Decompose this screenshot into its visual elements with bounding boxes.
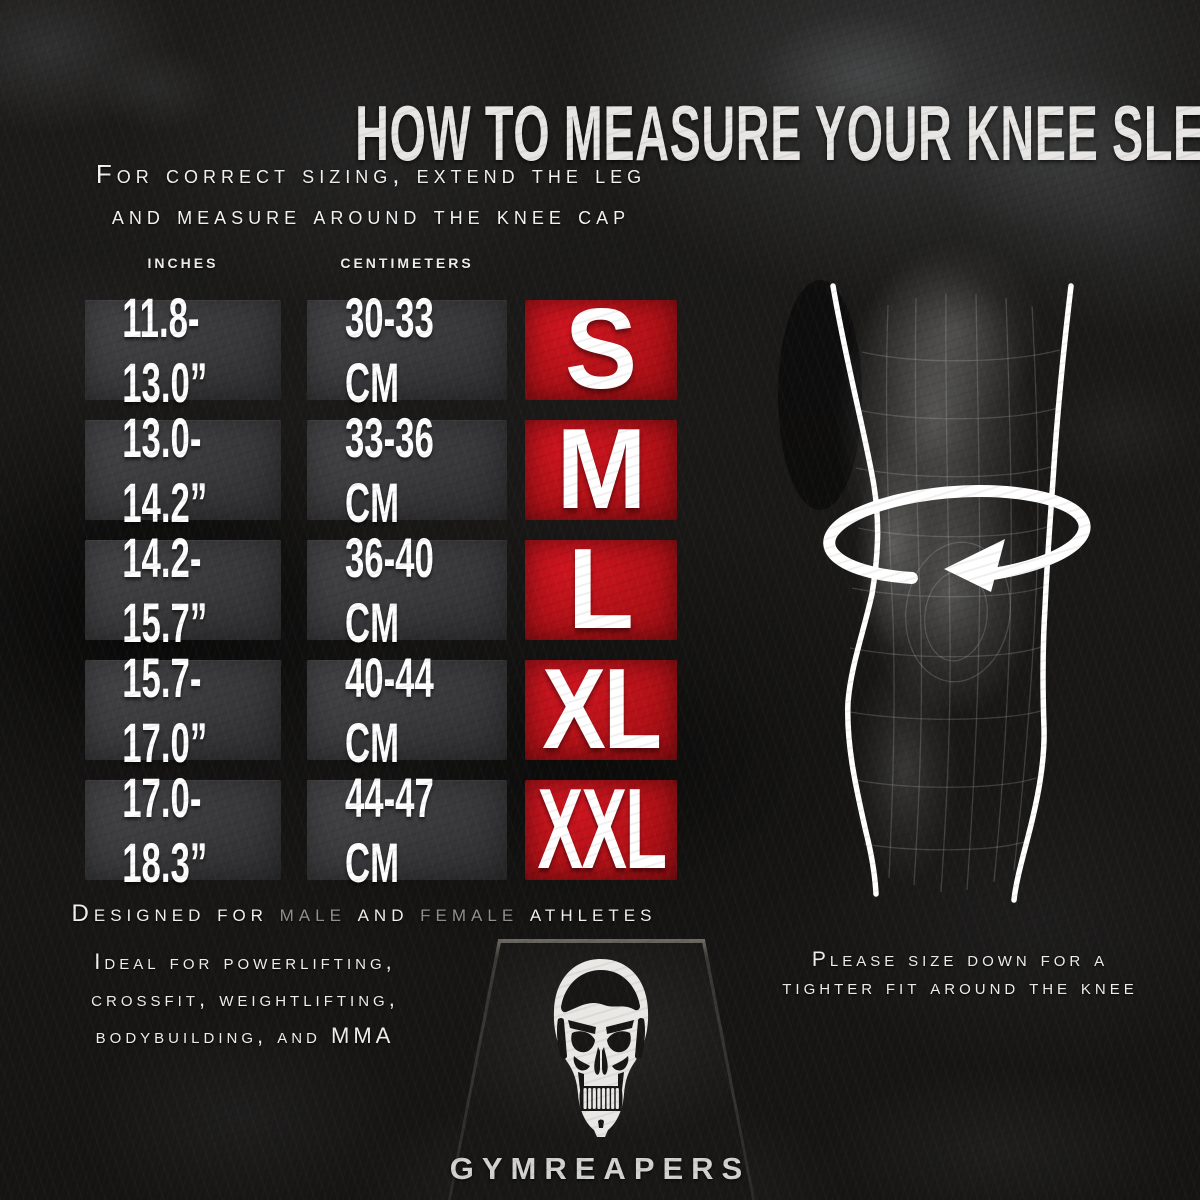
size-badge-l: L	[525, 533, 677, 647]
female-label: female	[420, 900, 519, 927]
ideal-line-2: crossfit, weightlifting,	[91, 986, 399, 1011]
designed-for-athletes-note: Designed for male and female athletes	[71, 900, 657, 927]
size-badge-xl: XL	[525, 653, 677, 767]
size-down-line-2: tighter fit around the knee	[782, 976, 1138, 999]
table-cell-inches: 11.8-13.0”	[85, 286, 281, 414]
table-cell-centimeters: 33-36 CM	[307, 406, 507, 534]
table-cell-centimeters: 36-40 CM	[307, 526, 507, 654]
instructions-line-2: and measure around the knee cap	[111, 200, 631, 230]
ideal-for-note: Ideal for powerlifting, crossfit, weight…	[52, 943, 438, 1054]
column-header-centimeters: centimeters	[340, 251, 474, 273]
table-cell-centimeters: 40-44 CM	[307, 646, 507, 774]
size-down-note: Please size down for a tighter fit aroun…	[753, 946, 1167, 1002]
male-label: male	[279, 900, 346, 927]
ideal-line-1: Ideal for powerlifting,	[94, 949, 396, 974]
size-badge-s: S	[525, 293, 677, 407]
knee-mesh-wireframe	[849, 293, 1061, 893]
skull-icon	[553, 959, 649, 1137]
table-cell-inches: 14.2-15.7”	[85, 526, 281, 654]
leg-outline	[830, 283, 1074, 903]
sizing-instructions: For correct sizing, extend the leg and m…	[12, 154, 730, 236]
ideal-line-3: bodybuilding, and MMA	[95, 1023, 395, 1048]
table-cell-inches: 13.0-14.2”	[85, 406, 281, 534]
instructions-line-1: For correct sizing, extend the leg	[95, 159, 647, 189]
table-cell-centimeters: 30-33 CM	[307, 286, 507, 414]
table-cell-centimeters: 44-47 CM	[307, 766, 507, 894]
size-badge-m: M	[525, 413, 677, 527]
page-title: HOW TO MEASURE YOUR KNEE SLEEVE SIZE	[355, 89, 1200, 178]
column-header-inches: inches	[147, 251, 219, 273]
size-badge-xxl: XXL	[525, 773, 677, 887]
measure-around-knee-arrow-icon	[823, 485, 1091, 592]
table-cell-inches: 15.7-17.0”	[85, 646, 281, 774]
size-down-line-1: Please size down for a	[811, 948, 1109, 971]
brand-wordmark: GYMREAPERS	[449, 1151, 751, 1186]
knee-circumference-measure-icon	[778, 240, 1091, 903]
table-cell-inches: 17.0-18.3”	[85, 766, 281, 894]
